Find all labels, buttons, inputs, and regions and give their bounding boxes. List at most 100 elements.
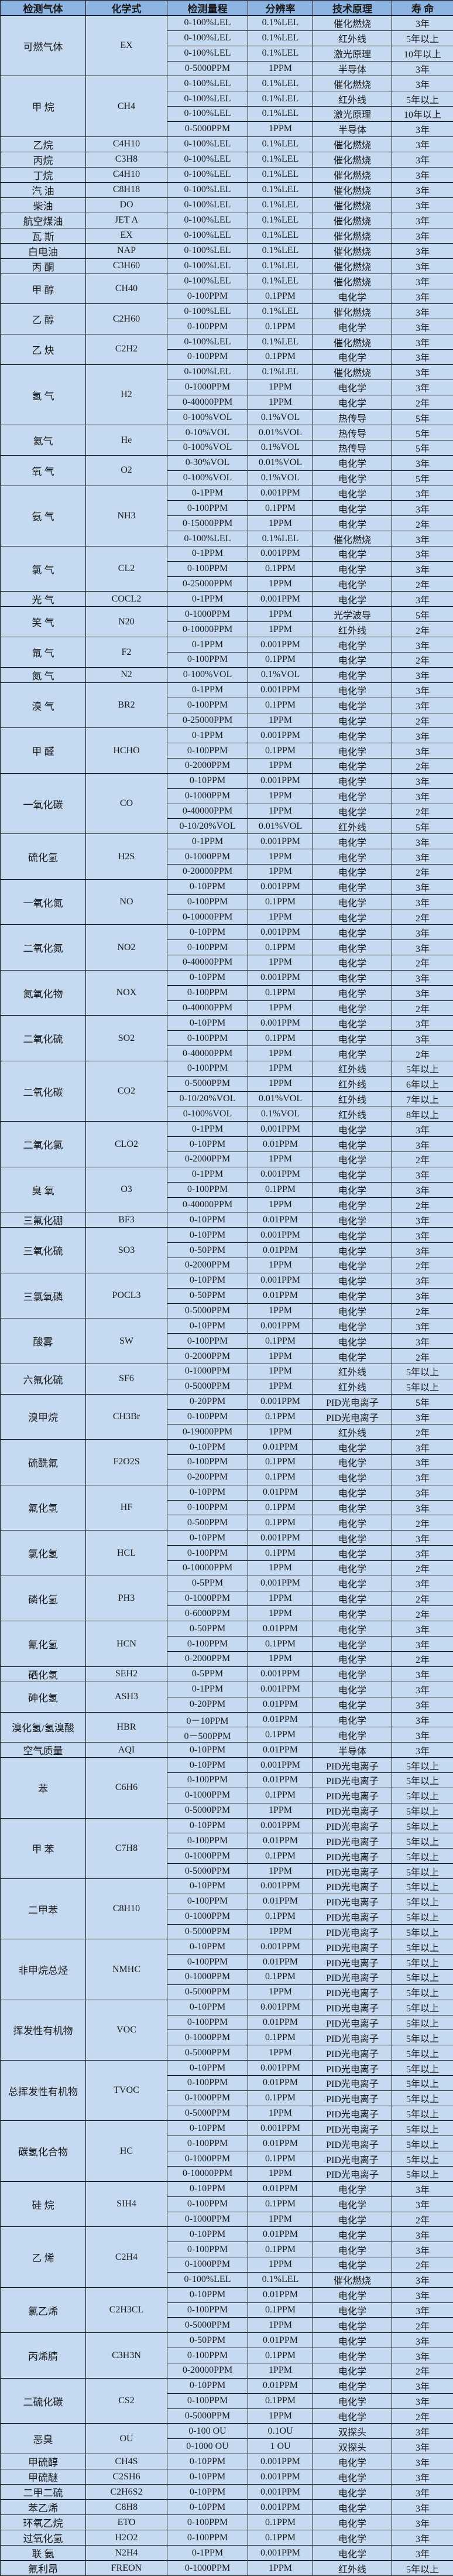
life-cell: 3年	[392, 136, 453, 152]
life-cell: 3年	[392, 894, 453, 910]
gas-name-cell: 丙烷	[1, 152, 86, 167]
range-cell: 0-5000PPM	[167, 1984, 248, 2000]
life-cell: 5年以上	[392, 1924, 453, 1939]
gas-name-cell: 二氧化碳	[1, 1061, 86, 1121]
life-cell: 2年	[392, 1560, 453, 1576]
principle-cell: PID光电离子	[313, 1864, 392, 1879]
resolution-cell: 0.01PPM	[248, 1697, 313, 1712]
resolution-cell: 1PPM	[248, 1303, 313, 1318]
principle-cell: 热传导	[313, 440, 392, 456]
principle-cell: PID光电离子	[313, 1803, 392, 1818]
range-cell: 0-100PPM	[167, 501, 248, 516]
resolution-cell: 0.1PPM	[248, 2530, 313, 2546]
range-cell: 0-1PPM	[167, 728, 248, 743]
gas-name-cell: 总挥发性有机物	[1, 2061, 86, 2121]
principle-cell: 电化学	[313, 1621, 392, 1637]
formula-cell: PH3	[86, 1576, 167, 1621]
resolution-cell: 0.1PPM	[248, 1909, 313, 1924]
resolution-cell: 0.1%VOL	[248, 1106, 313, 1122]
resolution-cell: 0.01PPM	[248, 2287, 313, 2302]
range-cell: 0-10PPM	[167, 1228, 248, 1243]
life-cell: 2年	[392, 1424, 453, 1440]
principle-cell: PID光电离子	[313, 1909, 392, 1924]
range-cell: 0-100%VOL	[167, 440, 248, 456]
range-cell: 0-10PPM	[167, 1016, 248, 1031]
life-cell: 5年以上	[392, 1955, 453, 1970]
range-cell: 0-10/20%VOL	[167, 819, 248, 834]
life-cell: 5年以上	[392, 1894, 453, 1909]
life-cell: 3年	[392, 1637, 453, 1652]
life-cell: 2年	[392, 2257, 453, 2273]
life-cell: 3年	[392, 2348, 453, 2363]
range-cell: 0-100PPM	[167, 2075, 248, 2090]
principle-cell: 电化学	[313, 1167, 392, 1182]
resolution-cell: 1PPM	[248, 1258, 313, 1273]
range-cell: 0-19000PPM	[167, 1424, 248, 1440]
principle-cell: PID光电离子	[313, 2121, 392, 2136]
range-cell: 0-30%VOL	[167, 455, 248, 470]
life-cell: 3年	[392, 531, 453, 546]
principle-cell: PID光电离子	[313, 2090, 392, 2106]
range-cell: 0-100PPM	[167, 1500, 248, 1515]
life-cell: 3年	[392, 380, 453, 395]
resolution-cell: 0.01PPM	[248, 2181, 313, 2196]
life-cell: 3年	[392, 243, 453, 258]
life-cell: 2年	[392, 576, 453, 592]
gas-name-cell: 可燃气体	[1, 16, 86, 76]
resolution-cell: 1PPM	[248, 395, 313, 410]
formula-cell: CLO2	[86, 1122, 167, 1167]
resolution-cell: 0.1PPM	[248, 1727, 313, 1743]
resolution-cell: 0.001PPM	[248, 1273, 313, 1288]
range-cell: 0-40000PPM	[167, 395, 248, 410]
gas-name-cell: 氟 气	[1, 637, 86, 668]
gas-name-cell: 碳氢化合物	[1, 2121, 86, 2181]
principle-cell: 红外线	[313, 1364, 392, 1379]
range-cell: 0-100PPM	[167, 1182, 248, 1197]
range-cell: 0-1PPM	[167, 1682, 248, 1697]
principle-cell: PID光电离子	[313, 2167, 392, 2182]
life-cell: 3年	[392, 1712, 453, 1727]
resolution-cell: 0.001PPM	[248, 879, 313, 894]
life-cell: 3年	[392, 364, 453, 380]
range-cell: 0-1000PPM	[167, 2090, 248, 2106]
principle-cell: 电化学	[313, 1212, 392, 1228]
resolution-cell: 0.1PPM	[248, 1470, 313, 1485]
range-cell: 0-40000PPM	[167, 804, 248, 819]
resolution-cell: 0.1PPM	[248, 985, 313, 1000]
formula-cell: SEH2	[86, 1666, 167, 1682]
gas-name-cell: 汽 油	[1, 182, 86, 197]
life-cell: 2年	[392, 516, 453, 531]
resolution-cell: 0.1PPM	[248, 289, 313, 304]
principle-cell: PID光电离子	[313, 1894, 392, 1909]
formula-cell: N2H4	[86, 2546, 167, 2561]
resolution-cell: 1PPM	[248, 2408, 313, 2424]
range-cell: 0-100%VOL	[167, 1106, 248, 1122]
principle-cell: 电化学	[313, 546, 392, 561]
resolution-cell: 0.01PPM	[248, 1743, 313, 1758]
life-cell: 2年	[392, 1515, 453, 1530]
resolution-cell: 0.1%LEL	[248, 91, 313, 107]
principle-cell: 催化燃烧	[313, 334, 392, 350]
resolution-cell: 1PPM	[248, 516, 313, 531]
resolution-cell: 0.01PPM	[248, 1440, 313, 1455]
principle-cell: PID光电离子	[313, 1818, 392, 1833]
principle-cell: 电化学	[313, 2287, 392, 2302]
range-cell: 0-20000PPM	[167, 2363, 248, 2378]
life-cell: 5年	[392, 440, 453, 456]
principle-cell: 电化学	[313, 743, 392, 759]
resolution-cell: 0.001PPM	[248, 1394, 313, 1409]
principle-cell: 催化燃烧	[313, 136, 392, 152]
principle-cell: 电化学	[313, 713, 392, 728]
